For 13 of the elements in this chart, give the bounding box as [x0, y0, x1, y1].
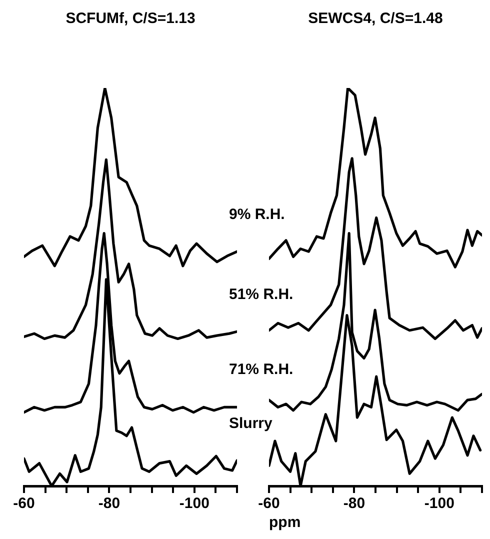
- x-tick-label: -60: [13, 495, 35, 512]
- text: 51% R.H.: [229, 286, 294, 303]
- x-tick-label: -100: [179, 495, 210, 512]
- x-tick-label: -80: [98, 495, 120, 512]
- series-label: Slurry: [229, 414, 272, 432]
- chart-title: SCFUMf, C/S=1.13: [66, 10, 196, 28]
- chart-title: SEWCS4, C/S=1.48: [308, 10, 443, 28]
- series-label: 71% R.H.: [229, 361, 294, 378]
- x-tick-label: -60: [258, 495, 280, 512]
- x-tick-label: -80: [343, 495, 366, 512]
- x-tick-label: -100: [424, 495, 454, 512]
- text: 9% R.H.: [229, 206, 285, 223]
- x-axis-title: ppm: [269, 514, 301, 531]
